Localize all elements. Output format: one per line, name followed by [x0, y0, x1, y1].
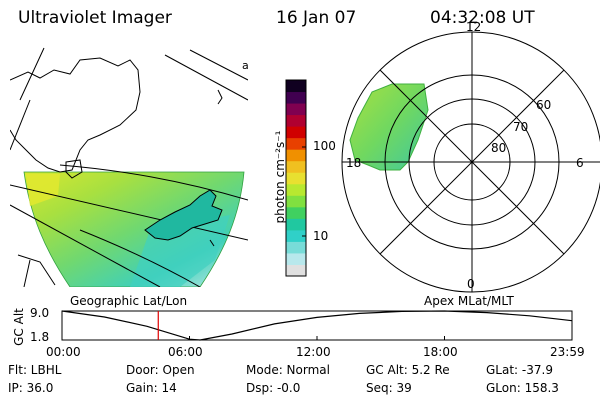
coastline-new-zealand [144, 189, 223, 241]
geo-map-panel [10, 47, 248, 287]
info-glon: GLon: 158.3 [486, 381, 559, 395]
colorbar-swatch [286, 126, 306, 139]
colorbar-swatch [286, 229, 306, 242]
time-label: 04:32:08 UT [430, 8, 535, 28]
colorbar-tick-100: 100 [313, 139, 336, 153]
colorbar-swatch [286, 264, 306, 277]
mlt-label-0: 0 [467, 277, 475, 291]
instrument-title: Ultraviolet Imager [18, 8, 172, 28]
mlat-label-70: 70 [513, 120, 529, 134]
info-glat: GLat: -37.9 [486, 363, 553, 377]
date-label: 16 Jan 07 [276, 8, 357, 28]
info-gc-alt: GC Alt: 5.2 Re [366, 363, 450, 377]
altitude-xtick-6: 06:00 [168, 345, 203, 359]
polar-plot-panel [341, 31, 600, 293]
info-seq: Seq: 39 [366, 381, 412, 395]
coastline-australia [10, 57, 141, 173]
geo-panel-label: Geographic Lat/Lon [70, 294, 188, 308]
mlt-label-12: 12 [466, 20, 482, 34]
colorbar-swatch [286, 183, 306, 196]
info-mode: Mode: Normal [246, 363, 330, 377]
colorbar-swatch [286, 241, 306, 254]
colorbar-swatch [286, 160, 306, 173]
colorbar-swatch [286, 172, 306, 185]
colorbar-swatch [286, 149, 306, 162]
altitude-xtick-12: 12:00 [296, 345, 331, 359]
colorbar-swatch [286, 91, 306, 104]
colorbar-swatch [286, 195, 306, 208]
altitude-curve [61, 310, 573, 341]
info-ip: IP: 36.0 [8, 381, 54, 395]
altitude-plot [61, 310, 573, 341]
info-dsp: Dsp: -0.0 [246, 381, 301, 395]
colorbar-swatch [286, 137, 306, 150]
altitude-xtick-24: 23:59 [550, 345, 585, 359]
mlat-label-80: 80 [491, 141, 507, 155]
altitude-xtick-18: 18:00 [423, 345, 458, 359]
altitude-ytick-1-8: 1.8 [30, 330, 50, 344]
info-gain: Gain: 14 [126, 381, 177, 395]
geo-yellow-patch [26, 174, 60, 206]
colorbar-swatches [286, 80, 306, 277]
info-flt: Flt: LBHL [8, 363, 62, 377]
colorbar-swatch [286, 252, 306, 265]
geo-side-glyph: a [242, 59, 249, 72]
colorbar-swatch [286, 114, 306, 127]
colorbar-swatch [286, 218, 306, 231]
polar-aurora-image [349, 83, 429, 171]
colorbar-swatch [286, 103, 306, 116]
altitude-xtick-0: 00:00 [46, 345, 81, 359]
mlt-label-18: 18 [346, 156, 362, 170]
colorbar-tick-10: 10 [313, 229, 329, 243]
mlat-label-60: 60 [536, 98, 552, 112]
altitude-ylabel: GC Alt [12, 308, 26, 346]
polar-panel-label: Apex MLat/MLT [424, 294, 514, 308]
colorbar-unit-label: photon cm⁻²s⁻¹ [273, 130, 287, 224]
colorbar-swatch [286, 206, 306, 219]
colorbar [285, 79, 307, 277]
coastline-tasmania [65, 159, 83, 179]
info-door: Door: Open [126, 363, 195, 377]
colorbar-swatch [286, 80, 306, 93]
mlt-label-6: 6 [576, 156, 584, 170]
altitude-ytick-9: 9.0 [30, 306, 50, 320]
